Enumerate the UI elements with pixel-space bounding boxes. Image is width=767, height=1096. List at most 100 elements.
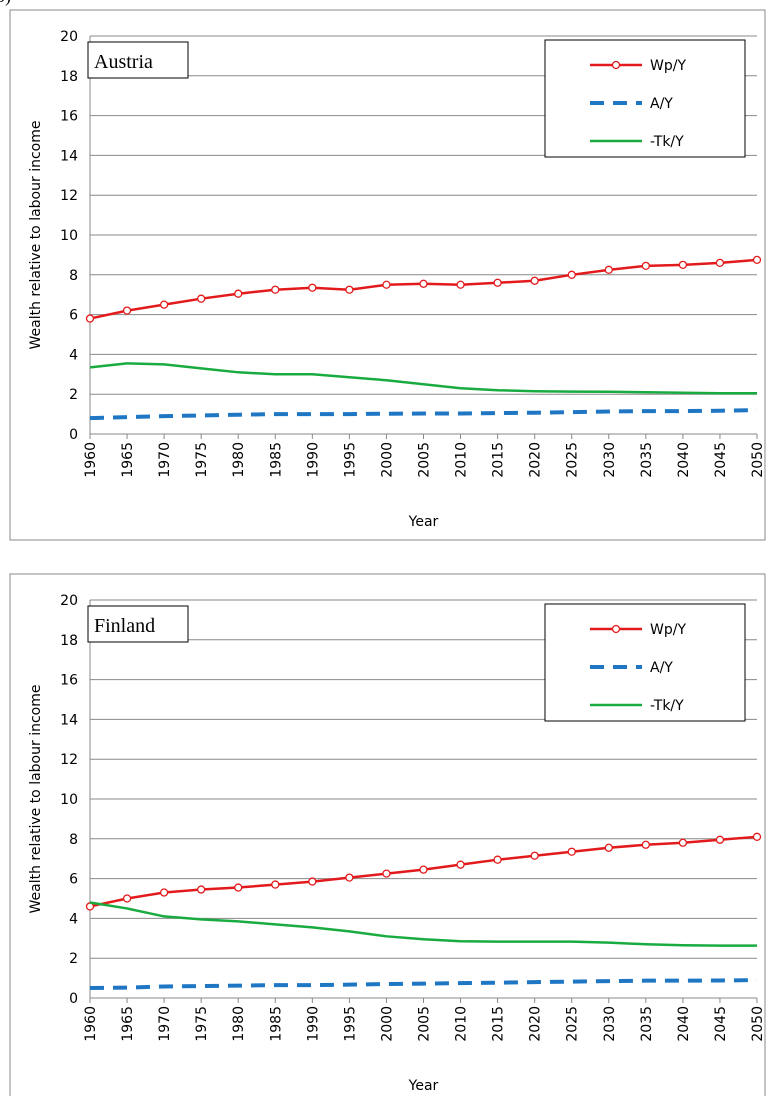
legend-label: -Tk/Y bbox=[650, 698, 684, 714]
x-tick-label: 2005 bbox=[417, 1006, 433, 1042]
y-tick-label: 18 bbox=[60, 633, 78, 649]
y-tick-label: 10 bbox=[60, 228, 78, 244]
panel-label: b) bbox=[0, 0, 11, 7]
marker bbox=[308, 877, 317, 886]
marker bbox=[234, 289, 243, 298]
y-tick-label: 2 bbox=[69, 951, 78, 967]
marker bbox=[159, 888, 169, 897]
x-axis-label: Year bbox=[408, 1078, 439, 1094]
marker bbox=[382, 869, 391, 878]
x-tick-label: 2040 bbox=[676, 1006, 692, 1042]
x-tick-label: 1965 bbox=[120, 1006, 136, 1042]
legend-marker bbox=[611, 60, 621, 70]
chart-frame bbox=[9, 573, 766, 1096]
y-tick-label: 14 bbox=[60, 148, 78, 164]
x-tick-label: 2015 bbox=[491, 1006, 507, 1042]
marker bbox=[567, 847, 576, 856]
y-tick-label: 4 bbox=[69, 347, 78, 363]
y-tick-label: 12 bbox=[60, 188, 78, 204]
x-tick-label: 2035 bbox=[639, 442, 655, 478]
legend-label: A/Y bbox=[650, 96, 673, 112]
y-tick-label: 4 bbox=[69, 911, 78, 927]
series-line bbox=[89, 408, 758, 421]
marker bbox=[419, 279, 428, 288]
x-tick-label: 1990 bbox=[305, 1006, 321, 1042]
marker bbox=[382, 280, 391, 289]
x-tick-label: 1970 bbox=[157, 442, 173, 478]
marker bbox=[567, 270, 576, 279]
y-axis-label: Wealth relative to labour income bbox=[28, 685, 44, 914]
y-tick-label: 2 bbox=[69, 387, 78, 403]
chart-title: Austria bbox=[94, 51, 153, 73]
x-tick-label: 2050 bbox=[750, 442, 766, 478]
marker bbox=[456, 860, 465, 869]
x-tick-label: 1975 bbox=[194, 1006, 210, 1042]
y-tick-label: 0 bbox=[69, 991, 78, 1007]
x-axis-label: Year bbox=[408, 514, 439, 530]
y-tick-label: 6 bbox=[69, 872, 78, 888]
x-tick-label: 1995 bbox=[342, 442, 358, 478]
y-tick-label: 16 bbox=[60, 109, 78, 125]
marker bbox=[678, 260, 688, 270]
title-box bbox=[87, 605, 189, 643]
x-tick-label: 1985 bbox=[268, 442, 284, 478]
y-tick-label: 10 bbox=[60, 792, 78, 808]
x-tick-label: 2020 bbox=[528, 442, 544, 478]
x-tick-label: 2050 bbox=[750, 1006, 766, 1042]
x-tick-label: 2010 bbox=[454, 442, 470, 478]
x-tick-label: 2020 bbox=[528, 1006, 544, 1042]
marker bbox=[122, 894, 132, 903]
marker bbox=[345, 285, 354, 294]
y-tick-label: 20 bbox=[60, 29, 78, 45]
marker bbox=[122, 306, 132, 315]
marker bbox=[715, 258, 725, 268]
x-tick-label: 1980 bbox=[231, 1006, 247, 1042]
x-tick-label: 2045 bbox=[713, 1006, 729, 1042]
marker bbox=[604, 265, 613, 274]
x-tick-label: 2000 bbox=[379, 1006, 395, 1042]
y-tick-label: 16 bbox=[60, 673, 78, 689]
legend-label: -Tk/Y bbox=[650, 134, 684, 150]
y-tick-label: 18 bbox=[60, 69, 78, 85]
x-tick-label: 1980 bbox=[231, 442, 247, 478]
x-tick-label: 2030 bbox=[602, 442, 618, 478]
x-tick-label: 1985 bbox=[268, 1006, 284, 1042]
marker bbox=[197, 294, 206, 303]
marker bbox=[752, 255, 762, 265]
legend-box bbox=[544, 603, 746, 722]
marker bbox=[456, 280, 465, 289]
marker bbox=[271, 285, 280, 294]
marker bbox=[234, 883, 243, 892]
x-tick-label: 2010 bbox=[454, 1006, 470, 1042]
marker bbox=[752, 832, 762, 841]
y-tick-label: 14 bbox=[60, 712, 78, 728]
marker bbox=[530, 276, 539, 285]
marker bbox=[604, 843, 613, 852]
chart-title: Finland bbox=[94, 615, 155, 637]
x-tick-label: 1960 bbox=[83, 1006, 99, 1042]
chart-frame bbox=[9, 9, 766, 541]
marker bbox=[530, 851, 539, 860]
legend-label: Wp/Y bbox=[650, 622, 686, 638]
marker bbox=[197, 885, 206, 894]
y-tick-label: 12 bbox=[60, 752, 78, 768]
marker bbox=[345, 873, 354, 882]
x-tick-label: 2045 bbox=[713, 442, 729, 478]
x-tick-label: 2035 bbox=[639, 1006, 655, 1042]
marker bbox=[678, 838, 688, 847]
y-tick-label: 20 bbox=[60, 593, 78, 609]
series-line bbox=[89, 978, 758, 991]
title-box bbox=[87, 41, 189, 79]
y-tick-label: 8 bbox=[69, 268, 78, 284]
series-line bbox=[89, 258, 758, 320]
y-tick-label: 0 bbox=[69, 427, 78, 443]
y-tick-label: 8 bbox=[69, 832, 78, 848]
x-tick-label: 1970 bbox=[157, 1006, 173, 1042]
marker bbox=[493, 855, 502, 864]
marker bbox=[641, 261, 650, 270]
series-line bbox=[89, 901, 757, 947]
x-tick-label: 1960 bbox=[83, 442, 99, 478]
y-tick-label: 6 bbox=[69, 308, 78, 324]
legend-marker bbox=[611, 624, 621, 634]
